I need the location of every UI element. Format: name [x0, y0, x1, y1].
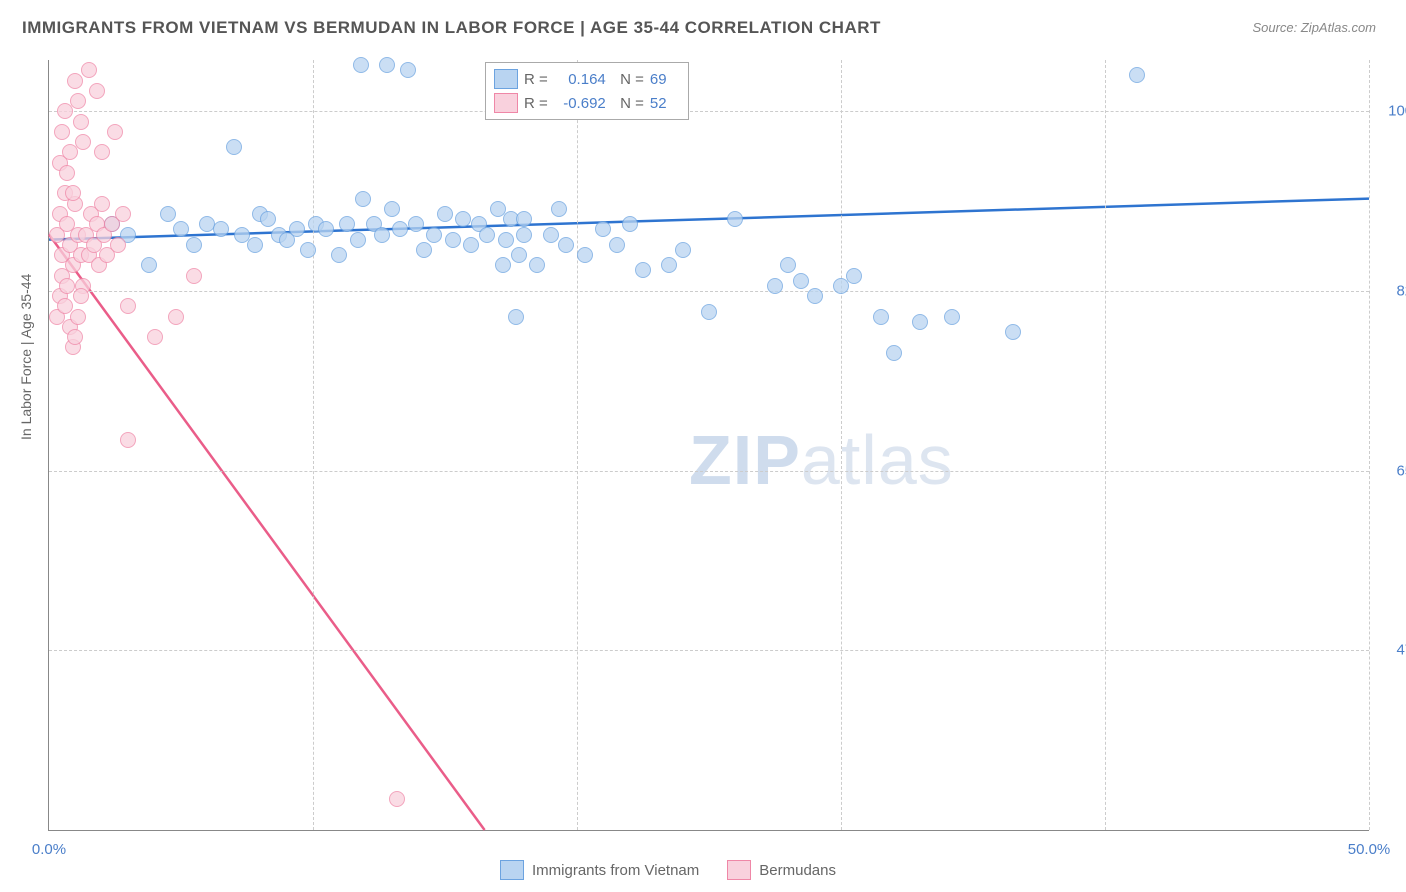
chart-title: IMMIGRANTS FROM VIETNAM VS BERMUDAN IN L…	[22, 18, 881, 38]
data-point	[622, 216, 638, 232]
data-point	[384, 201, 400, 217]
data-point	[479, 227, 495, 243]
series-legend: Immigrants from Vietnam Bermudans	[500, 860, 836, 880]
stats-legend: R = 0.164 N = 69 R = -0.692 N = 52	[485, 62, 689, 120]
legend-label: Immigrants from Vietnam	[532, 862, 699, 879]
gridline-h	[49, 650, 1369, 651]
n-label: N =	[612, 95, 644, 112]
gridline-h	[49, 291, 1369, 292]
data-point	[73, 114, 89, 130]
trend-lines	[49, 60, 1369, 830]
swatch-icon	[494, 69, 518, 89]
data-point	[350, 232, 366, 248]
data-point	[168, 309, 184, 325]
source-label: Source: ZipAtlas.com	[1252, 20, 1376, 35]
legend-item: Immigrants from Vietnam	[500, 860, 699, 880]
data-point	[213, 221, 229, 237]
data-point	[912, 314, 928, 330]
n-value: 52	[650, 95, 680, 112]
gridline-v	[313, 60, 314, 830]
data-point	[445, 232, 461, 248]
x-tick-label: 0.0%	[32, 841, 66, 858]
data-point	[944, 309, 960, 325]
gridline-h	[49, 111, 1369, 112]
data-point	[110, 237, 126, 253]
gridline-h	[49, 471, 1369, 472]
data-point	[107, 124, 123, 140]
data-point	[94, 196, 110, 212]
data-point	[247, 237, 263, 253]
r-value: 0.164	[554, 71, 606, 88]
r-label: R =	[524, 71, 548, 88]
y-axis-label: In Labor Force | Age 35-44	[18, 274, 34, 440]
data-point	[89, 83, 105, 99]
legend-item: Bermudans	[727, 860, 836, 880]
data-point	[67, 73, 83, 89]
data-point	[54, 124, 70, 140]
data-point	[873, 309, 889, 325]
y-tick-label: 65.0%	[1379, 462, 1406, 479]
r-value: -0.692	[554, 95, 606, 112]
swatch-icon	[727, 860, 751, 880]
data-point	[73, 288, 89, 304]
data-point	[70, 93, 86, 109]
n-label: N =	[612, 71, 644, 88]
swatch-icon	[500, 860, 524, 880]
data-point	[147, 329, 163, 345]
data-point	[1005, 324, 1021, 340]
data-point	[516, 227, 532, 243]
data-point	[115, 206, 131, 222]
data-point	[120, 432, 136, 448]
r-label: R =	[524, 95, 548, 112]
data-point	[226, 139, 242, 155]
data-point	[1129, 67, 1145, 83]
gridline-v	[1105, 60, 1106, 830]
data-point	[675, 242, 691, 258]
data-point	[70, 309, 86, 325]
gridline-v	[841, 60, 842, 830]
data-point	[300, 242, 316, 258]
data-point	[511, 247, 527, 263]
swatch-icon	[494, 93, 518, 113]
data-point	[498, 232, 514, 248]
data-point	[353, 57, 369, 73]
data-point	[543, 227, 559, 243]
data-point	[577, 247, 593, 263]
data-point	[701, 304, 717, 320]
data-point	[508, 309, 524, 325]
data-point	[160, 206, 176, 222]
data-point	[374, 227, 390, 243]
n-value: 69	[650, 71, 680, 88]
stats-row: R = -0.692 N = 52	[494, 91, 680, 115]
gridline-v	[577, 60, 578, 830]
data-point	[426, 227, 442, 243]
y-tick-label: 100.0%	[1379, 103, 1406, 120]
data-point	[186, 237, 202, 253]
data-point	[886, 345, 902, 361]
plot-area: ZIPatlas 47.5%65.0%82.5%100.0%0.0%50.0%	[48, 60, 1369, 831]
data-point	[379, 57, 395, 73]
y-tick-label: 82.5%	[1379, 283, 1406, 300]
data-point	[186, 268, 202, 284]
gridline-v	[1369, 60, 1370, 830]
data-point	[767, 278, 783, 294]
stats-row: R = 0.164 N = 69	[494, 67, 680, 91]
data-point	[416, 242, 432, 258]
data-point	[807, 288, 823, 304]
x-tick-label: 50.0%	[1348, 841, 1391, 858]
y-tick-label: 47.5%	[1379, 642, 1406, 659]
legend-label: Bermudans	[759, 862, 836, 879]
data-point	[437, 206, 453, 222]
data-point	[355, 191, 371, 207]
data-point	[609, 237, 625, 253]
data-point	[846, 268, 862, 284]
data-point	[551, 201, 567, 217]
data-point	[81, 62, 97, 78]
